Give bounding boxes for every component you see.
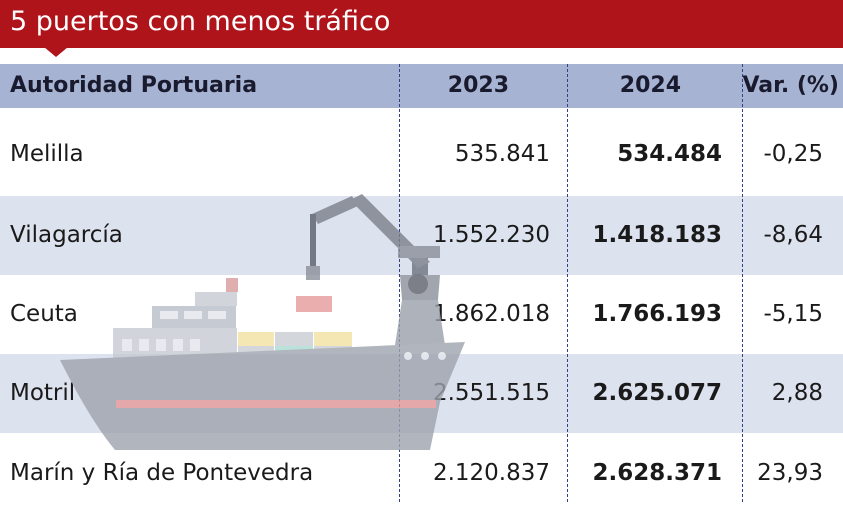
title-pointer (44, 47, 68, 57)
port-name: Melilla (10, 141, 84, 167)
chart-title: 5 puertos con menos tráfico (10, 6, 391, 37)
table-row: Melilla 535.841 534.484 -0,25 (0, 115, 843, 194)
column-header-var: Var. (%) (742, 73, 839, 98)
value-2024: 1.766.193 (592, 301, 723, 327)
column-header-2023: 2023 (447, 73, 509, 98)
port-name: Vilagarcía (10, 222, 123, 248)
table-row: Marín y Ría de Pontevedra 2.120.837 2.62… (0, 434, 843, 502)
port-name: Ceuta (10, 301, 78, 327)
port-name: Motril (10, 380, 76, 406)
value-var: 2,88 (771, 380, 823, 406)
value-2023: 1.552.230 (432, 222, 550, 248)
title-bar: 5 puertos con menos tráfico (0, 0, 843, 48)
column-divider (567, 64, 568, 502)
ship-crane-illustration (60, 194, 465, 450)
value-2024: 2.628.371 (592, 460, 723, 486)
value-2024: 1.418.183 (592, 222, 723, 248)
value-var: -0,25 (763, 141, 823, 167)
column-divider (399, 64, 400, 502)
value-2024: 534.484 (617, 141, 722, 167)
value-var: 23,93 (757, 460, 823, 486)
port-name: Marín y Ría de Pontevedra (10, 460, 314, 486)
column-divider (742, 64, 743, 502)
table-row: Vilagarcía 1.552.230 1.418.183 -8,64 (0, 196, 843, 275)
table-row: Ceuta 1.862.018 1.766.193 -5,15 (0, 275, 843, 354)
value-2024: 2.625.077 (592, 380, 723, 406)
value-var: -8,64 (763, 222, 823, 248)
value-2023: 1.862.018 (432, 301, 550, 327)
value-2023: 2.551.515 (432, 380, 550, 406)
value-var: -5,15 (763, 301, 823, 327)
column-header-port: Autoridad Portuaria (10, 73, 258, 98)
value-2023: 2.120.837 (432, 460, 550, 486)
table-header: Autoridad Portuaria 2023 2024 Var. (%) (0, 64, 843, 108)
column-header-2024: 2024 (619, 73, 681, 98)
value-2023: 535.841 (454, 141, 550, 167)
